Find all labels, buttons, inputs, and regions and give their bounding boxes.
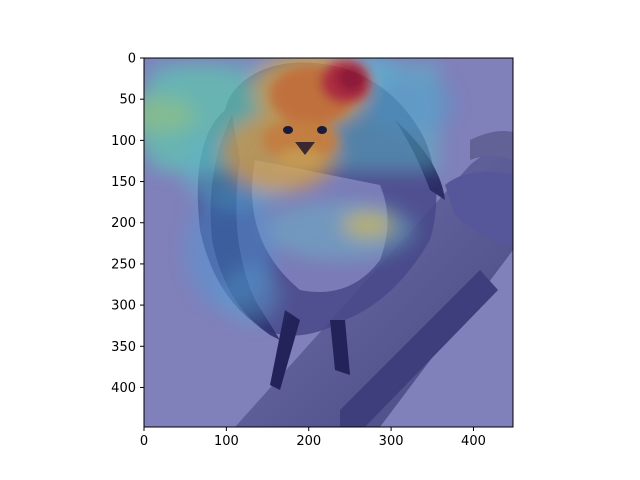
x-tick-label: 400 xyxy=(461,434,486,449)
image-area xyxy=(144,58,513,427)
y-tick-label: 150 xyxy=(111,175,136,190)
y-tick-label: 250 xyxy=(111,257,136,272)
x-axis: 0 100 200 300 400 xyxy=(140,427,486,449)
y-tick-label: 100 xyxy=(111,134,136,149)
x-tick-label: 300 xyxy=(379,434,404,449)
axes-frame xyxy=(143,57,514,428)
y-tick-label: 350 xyxy=(111,340,136,355)
x-tick-label: 200 xyxy=(296,434,321,449)
y-tick-label: 50 xyxy=(119,93,136,108)
y-tick-label: 200 xyxy=(111,216,136,231)
x-tick-label: 100 xyxy=(214,434,239,449)
y-tick-label: 400 xyxy=(111,381,136,396)
heat-overlay xyxy=(144,58,455,325)
y-tick-label: 0 xyxy=(128,52,136,67)
x-tick-label: 0 xyxy=(140,434,148,449)
y-axis: 0 50 100 150 200 250 300 350 400 xyxy=(111,52,144,396)
bird-face xyxy=(283,126,327,155)
y-tick-label: 300 xyxy=(111,299,136,314)
